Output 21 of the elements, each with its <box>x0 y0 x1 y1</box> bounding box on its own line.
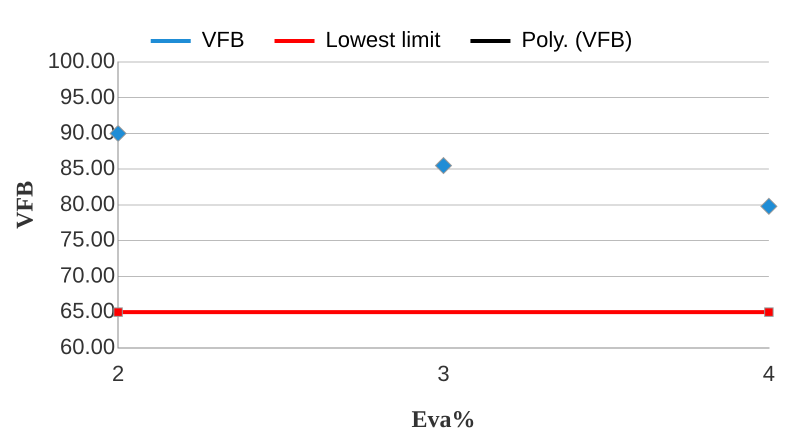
x-tick-label: 2 <box>112 361 124 386</box>
y-tick-label: 80.00 <box>60 190 116 216</box>
y-tick-label: 65.00 <box>60 298 116 324</box>
point <box>764 307 774 317</box>
y-tick-label: 95.00 <box>60 84 116 109</box>
y-tick-label: 60.00 <box>60 334 116 359</box>
y-tick-label: 90.00 <box>60 120 116 145</box>
point <box>760 198 778 215</box>
legend-label: Poly. (VFB) <box>521 27 632 52</box>
y-tick-label: 85.00 <box>60 155 116 180</box>
x-axis-title: Eva% <box>411 406 476 433</box>
x-tick-label: 3 <box>437 361 450 386</box>
point <box>434 157 452 174</box>
x-tick-label: 4 <box>762 361 776 386</box>
legend-label: Lowest limit <box>326 27 440 52</box>
y-tick-label: 70.00 <box>60 262 116 288</box>
y-tick-label: 100.00 <box>48 48 116 74</box>
legend-label: VFB <box>202 27 245 52</box>
point <box>113 307 123 317</box>
y-axis-title: VFB <box>12 180 39 229</box>
y-tick-label: 75.00 <box>60 226 116 252</box>
